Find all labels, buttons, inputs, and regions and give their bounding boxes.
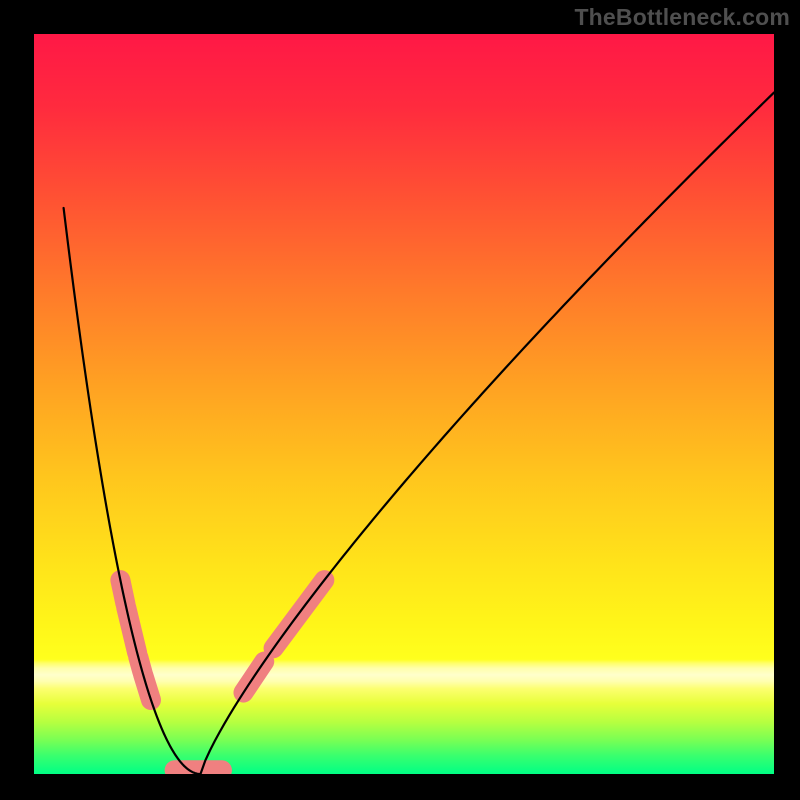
plot-area	[34, 34, 774, 774]
chart-frame: TheBottleneck.com	[0, 0, 800, 800]
watermark-text: TheBottleneck.com	[574, 4, 790, 31]
chart-svg	[34, 34, 774, 774]
